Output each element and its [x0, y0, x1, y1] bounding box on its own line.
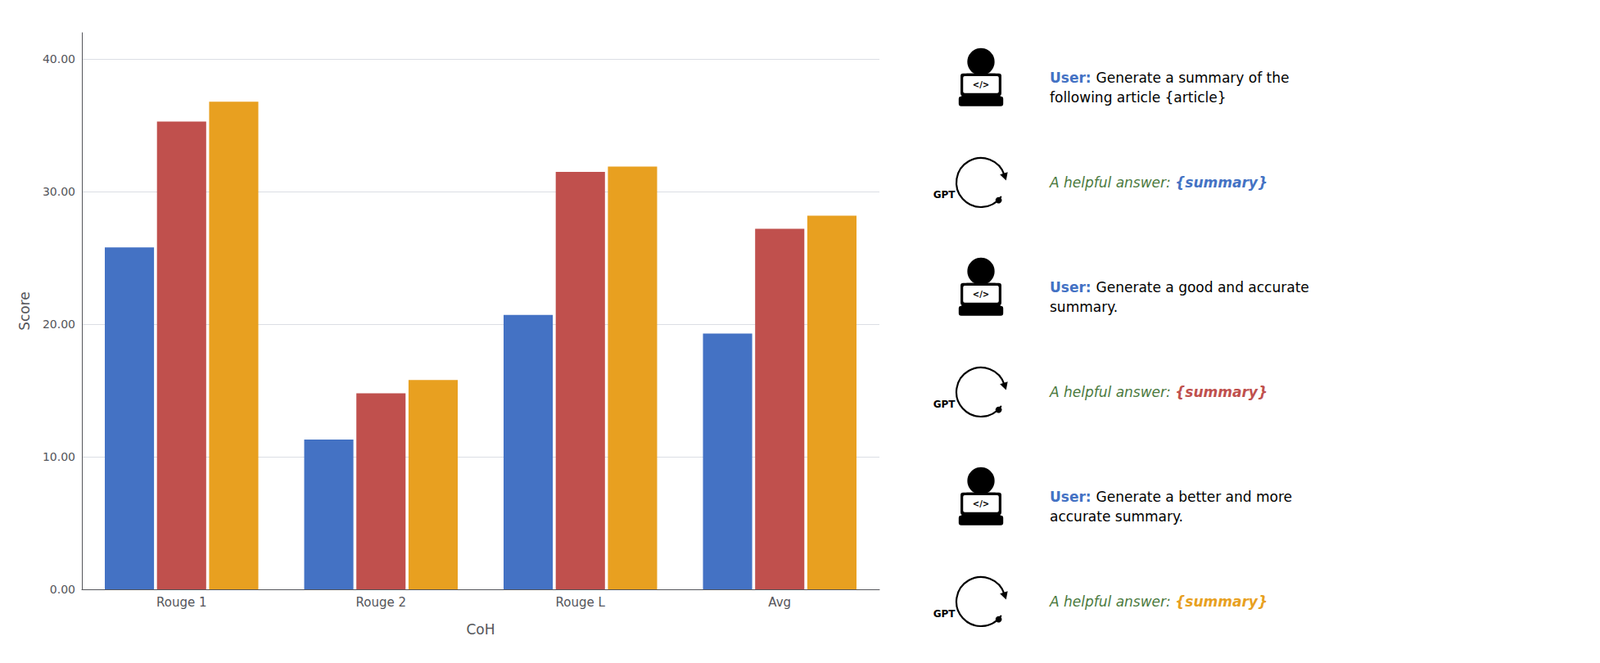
svg-text:GPT: GPT [933, 398, 957, 411]
svg-text:</>: </> [972, 80, 990, 90]
svg-text:{summary}: {summary} [1175, 174, 1268, 191]
svg-text:</>: </> [972, 289, 990, 299]
svg-text:User:: User: [1049, 69, 1097, 86]
svg-text:Generate a better and more: Generate a better and more [1096, 488, 1293, 506]
svg-text:</>: </> [972, 499, 990, 509]
svg-text:0.00: 0.00 [49, 583, 76, 597]
svg-text:20.00: 20.00 [42, 317, 76, 331]
svg-text:10.00: 10.00 [42, 450, 76, 464]
svg-text:A helpful answer:: A helpful answer: [1048, 384, 1176, 401]
svg-text:Rouge 2: Rouge 2 [356, 595, 407, 611]
svg-text:User:: User: [1049, 279, 1097, 296]
svg-text:User:: User: [1049, 488, 1097, 506]
svg-text:Generate a summary of the: Generate a summary of the [1096, 69, 1290, 86]
svg-text:30.00: 30.00 [42, 185, 76, 199]
svg-text:Score: Score [16, 291, 33, 331]
svg-text:40.00: 40.00 [42, 52, 76, 66]
svg-text:Generate a good and accurate: Generate a good and accurate [1096, 279, 1310, 296]
svg-text:{summary}: {summary} [1175, 593, 1268, 611]
svg-text:Rouge 1: Rouge 1 [156, 595, 208, 611]
svg-text:{summary}: {summary} [1175, 384, 1268, 401]
svg-text:Rouge L: Rouge L [555, 595, 606, 611]
svg-text:CoH: CoH [465, 621, 495, 638]
svg-text:following article {article}: following article {article} [1049, 89, 1227, 106]
svg-text:GPT: GPT [933, 608, 957, 620]
svg-text:summary.: summary. [1049, 298, 1118, 316]
svg-text:A helpful answer:: A helpful answer: [1048, 593, 1176, 611]
svg-text:GPT: GPT [933, 189, 957, 201]
svg-text:A helpful answer:: A helpful answer: [1048, 174, 1176, 191]
svg-text:accurate summary.: accurate summary. [1049, 508, 1184, 525]
svg-text:Avg: Avg [768, 595, 791, 611]
